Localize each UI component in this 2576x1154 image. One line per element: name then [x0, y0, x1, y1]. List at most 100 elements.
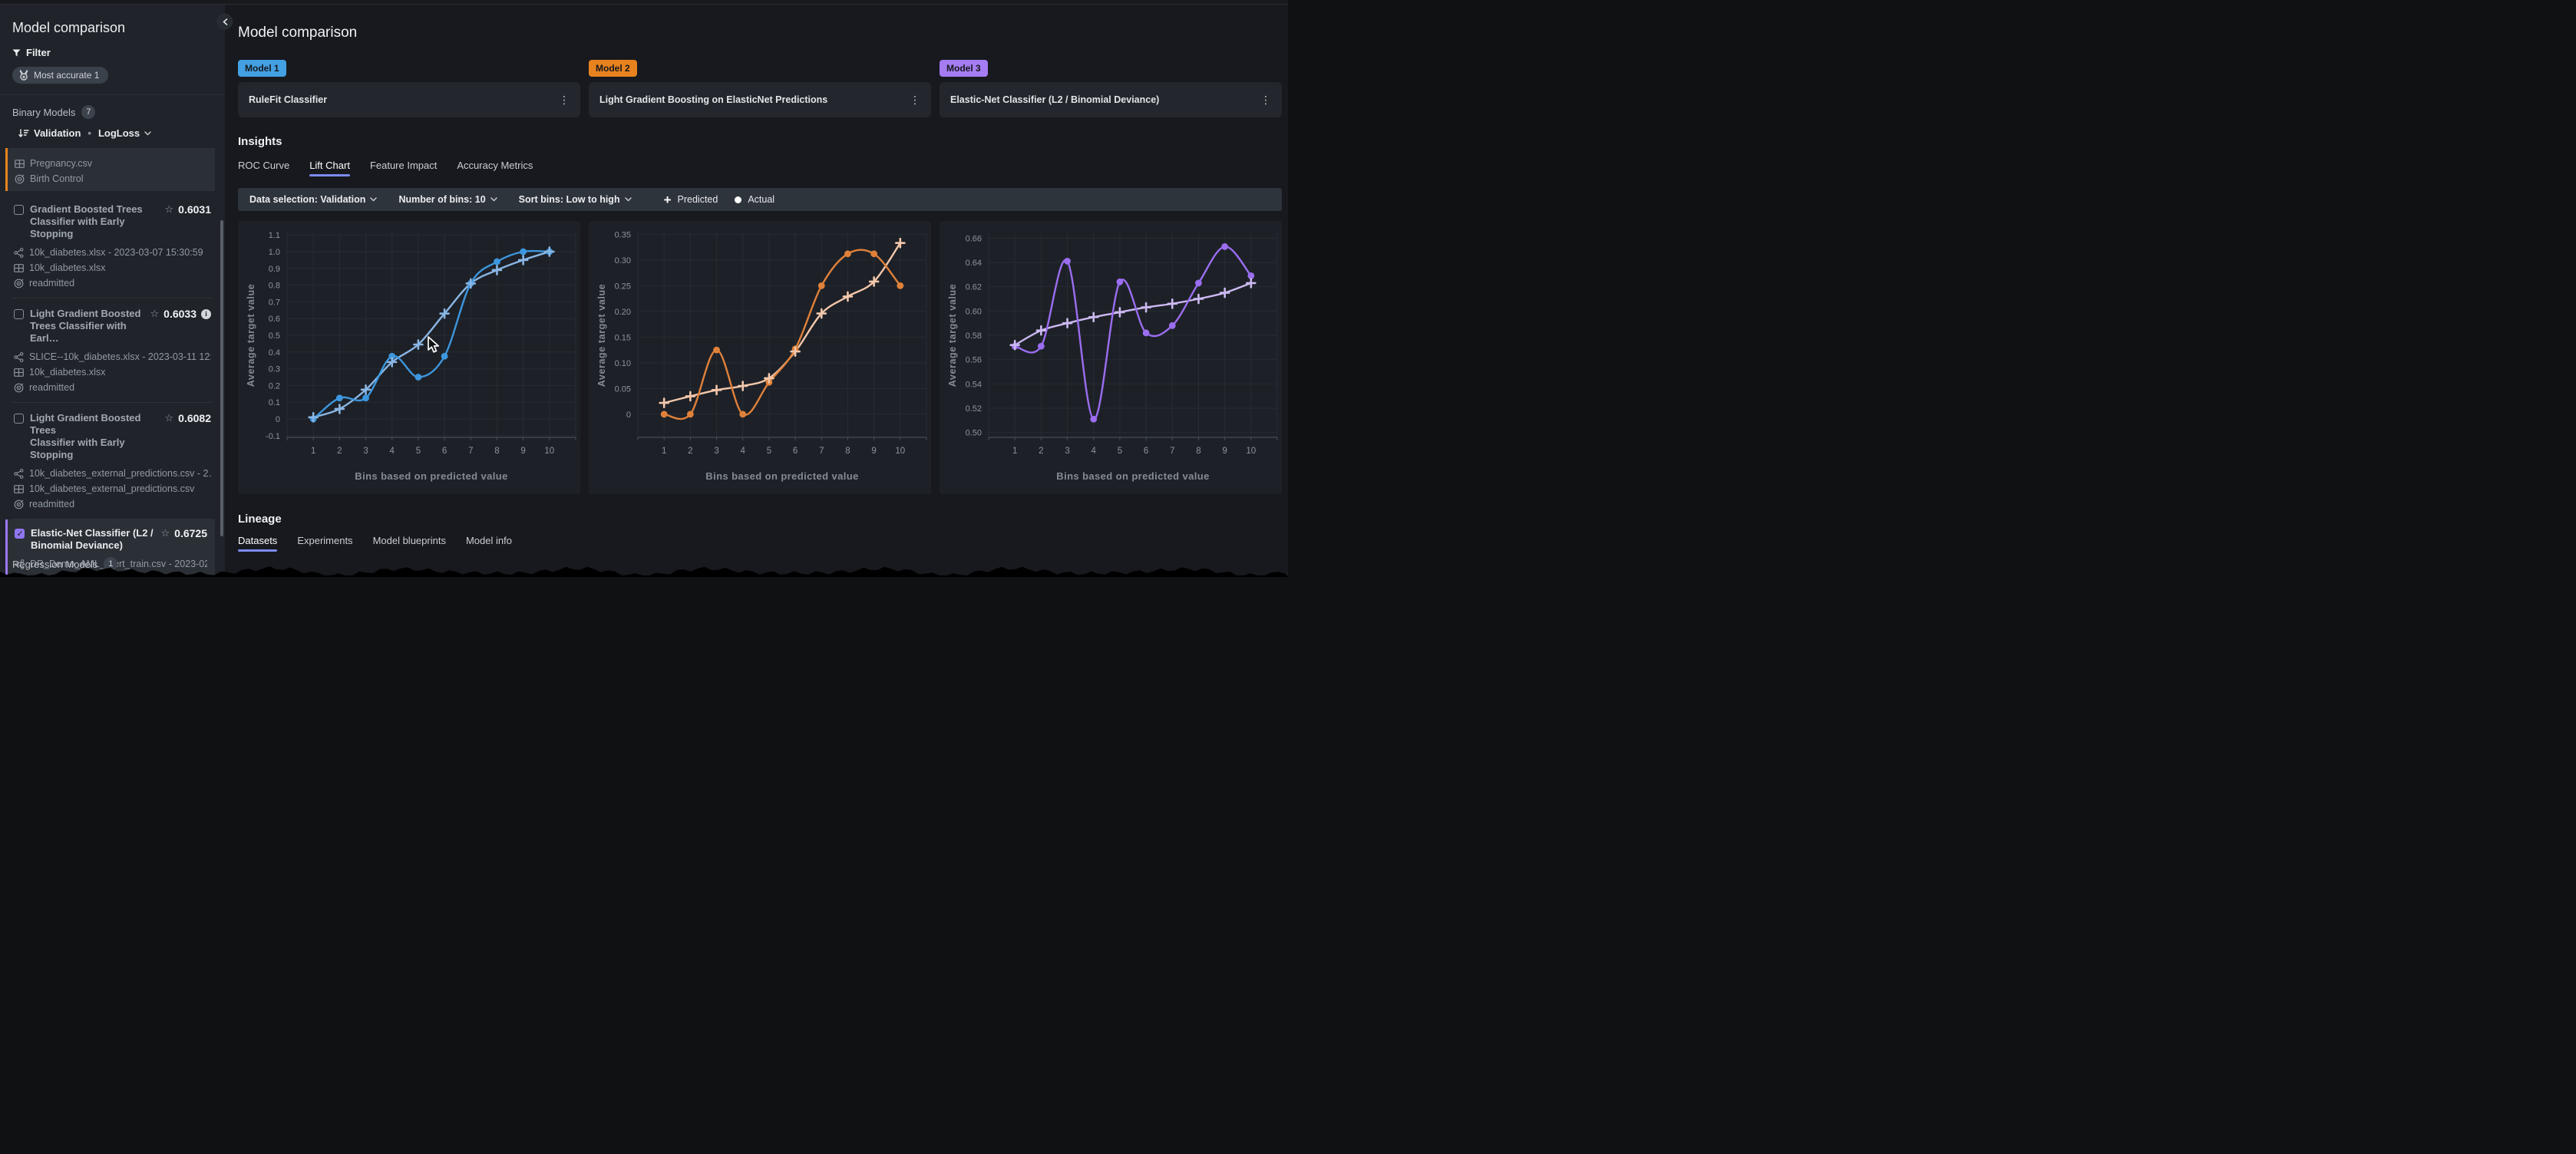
model-cards-row: Model 1 RuleFit Classifier ⋮ Model 2 Lig…	[238, 60, 1282, 117]
lift-chart-model-2[interactable]: 0.35 0.30 0.25 0.20 0.15 0.10 0.05 0 1 2 3 4 5 6 7 8 9 10…	[589, 221, 931, 494]
sidebar-collapse-button[interactable]	[217, 14, 233, 29]
model-3-column: Model 3 Elastic-Net Classifier (L2 / Bin…	[940, 60, 1282, 117]
lineage-icon	[14, 351, 24, 362]
svg-text:Bins based on predicted value: Bins based on predicted value	[1056, 470, 1209, 482]
svg-text:10: 10	[1246, 447, 1256, 456]
svg-text:0.9: 0.9	[269, 265, 280, 274]
svg-text:Average target value: Average target value	[246, 284, 256, 387]
svg-text:0.2: 0.2	[269, 381, 280, 391]
chevron-down-icon	[490, 197, 497, 202]
target-name: readmitted	[29, 278, 75, 288]
model-list-item-lgbt-external[interactable]: Light Gradient Boosted Trees Classifier …	[12, 412, 213, 509]
chevron-left-icon	[223, 18, 227, 25]
svg-text:0.10: 0.10	[615, 359, 631, 368]
svg-text:0.30: 0.30	[615, 256, 631, 265]
model-dataset-row: Pregnancy.csv	[15, 158, 207, 169]
svg-text:0: 0	[626, 410, 631, 420]
tab-accuracy-metrics[interactable]: Accuracy Metrics	[457, 160, 533, 171]
regression-models-section-header[interactable]: Regression Models 1	[12, 557, 118, 571]
number-of-bins-dropdown[interactable]: Number of bins: 10	[398, 194, 497, 205]
star-icon[interactable]: ☆	[150, 308, 160, 319]
model-checkbox-checked[interactable]	[15, 529, 25, 539]
model-list-item-gbt[interactable]: Gradient Boosted Trees Classifier with E…	[12, 203, 213, 288]
chevron-down-icon	[624, 197, 632, 202]
list-divider	[12, 402, 213, 403]
model-comparison-screen: Model comparison Filter Most accurate 1 …	[0, 0, 1288, 577]
model-list-item-lgbt-slice[interactable]: Light Gradient Boosted Trees Classifier …	[12, 308, 213, 393]
star-icon[interactable]: ☆	[160, 527, 170, 539]
sort-bins-dropdown[interactable]: Sort bins: Low to high	[519, 194, 632, 205]
tab-roc-curve[interactable]: ROC Curve	[238, 160, 290, 171]
model-checkbox[interactable]	[14, 205, 24, 215]
binary-models-section-header: Binary Models 7	[12, 105, 213, 119]
tab-experiments[interactable]: Experiments	[297, 535, 353, 546]
model-checkbox[interactable]	[14, 414, 24, 424]
svg-text:0.5: 0.5	[269, 331, 280, 341]
model-target-row: readmitted	[14, 382, 211, 393]
svg-text:8: 8	[1196, 447, 1200, 456]
model-score: 0.6033	[163, 308, 197, 320]
svg-text:2: 2	[688, 447, 692, 456]
tab-model-info[interactable]: Model info	[465, 535, 512, 546]
model-1-column: Model 1 RuleFit Classifier ⋮	[238, 60, 580, 117]
model-1-card[interactable]: RuleFit Classifier ⋮	[238, 82, 580, 117]
model-dataset-row: 10k_diabetes.xlsx	[14, 367, 211, 378]
plus-marker-icon: +	[663, 192, 672, 207]
model-lineage-row: 10k_diabetes_external_predictions.csv - …	[14, 468, 211, 479]
tab-datasets[interactable]: Datasets	[238, 535, 278, 552]
lift-chart-model-3[interactable]: 0.66 0.64 0.62 0.60 0.58 0.56 0.54 0.52 0.50 1 2 3 4…	[940, 221, 1282, 494]
filter-control[interactable]: Filter	[12, 47, 213, 58]
model-score: 0.6725	[174, 527, 207, 539]
page-title: Model comparison	[238, 25, 358, 41]
lineage-name: DR_Demo_AML_Alert_train.csv - 2023-02-…	[30, 559, 207, 569]
svg-text:9: 9	[1222, 447, 1227, 456]
model-list-item-pregnancy[interactable]: Pregnancy.csv Birth Control	[5, 148, 215, 191]
model-3-card[interactable]: Elastic-Net Classifier (L2 / Binomial De…	[940, 82, 1282, 117]
tab-model-blueprints[interactable]: Model blueprints	[372, 535, 446, 546]
star-icon[interactable]: ☆	[164, 203, 174, 215]
filter-funnel-icon	[12, 49, 21, 56]
tab-feature-impact[interactable]: Feature Impact	[369, 160, 438, 171]
tab-lift-chart[interactable]: Lift Chart	[309, 160, 350, 176]
svg-text:8: 8	[845, 447, 850, 456]
model-1-badge: Model 1	[238, 60, 286, 77]
lift-chart-model-1[interactable]: 1.1 1.0 0.9 0.8 0.7 0.6 0.5 0.4 0.3 0.2 0.1 0 -0.1 1 2…	[238, 221, 580, 494]
svg-text:5: 5	[416, 447, 421, 456]
model-target-row: readmitted	[14, 499, 211, 509]
legend-actual-label: Actual	[748, 194, 775, 205]
model-list-item-elastic-net[interactable]: Elastic-Net Classifier (L2 / Binomial De…	[5, 519, 215, 577]
info-icon[interactable]: i	[201, 308, 211, 319]
star-icon[interactable]: ☆	[164, 412, 174, 424]
lineage-icon	[14, 247, 24, 258]
binary-models-label: Binary Models	[12, 106, 76, 118]
kebab-menu-icon[interactable]: ⋮	[559, 93, 570, 106]
svg-text:-0.1: -0.1	[266, 432, 280, 441]
dataset-table-icon	[14, 263, 24, 272]
svg-text:7: 7	[468, 447, 473, 456]
model-lineage-row: SLICE--10k_diabetes.xlsx - 2023-03-11 12…	[14, 351, 211, 362]
window-top-bar	[0, 0, 1288, 5]
lineage-icon	[14, 468, 24, 479]
svg-text:5: 5	[767, 447, 771, 456]
kebab-menu-icon[interactable]: ⋮	[910, 93, 920, 106]
model-checkbox[interactable]	[14, 309, 24, 319]
sort-descending-icon	[18, 128, 29, 137]
data-selection-dropdown[interactable]: Data selection: Validation	[249, 194, 378, 205]
lineage-name: 10k_diabetes_external_predictions.csv - …	[29, 468, 211, 479]
insights-heading: Insights	[238, 135, 282, 148]
svg-text:0.7: 0.7	[269, 298, 280, 307]
svg-text:0.52: 0.52	[966, 404, 982, 414]
sidebar-scrollbar[interactable]	[220, 220, 223, 536]
dataset-name: Pregnancy.csv	[30, 158, 93, 169]
kebab-menu-icon[interactable]: ⋮	[1260, 93, 1271, 106]
model-2-card[interactable]: Light Gradient Boosting on ElasticNet Pr…	[589, 82, 931, 117]
svg-text:0.15: 0.15	[615, 333, 631, 342]
filter-pill-most-accurate[interactable]: Most accurate 1	[12, 67, 109, 84]
svg-text:2: 2	[1039, 447, 1043, 456]
insights-tabs: ROC Curve Lift Chart Feature Impact Accu…	[238, 160, 1282, 176]
model-list: Pregnancy.csv Birth Control Gradien	[5, 148, 215, 577]
svg-text:0.66: 0.66	[966, 234, 982, 243]
svg-text:4: 4	[1091, 447, 1097, 456]
svg-text:3: 3	[714, 447, 718, 456]
sort-control[interactable]: Validation • LogLoss	[18, 127, 213, 139]
